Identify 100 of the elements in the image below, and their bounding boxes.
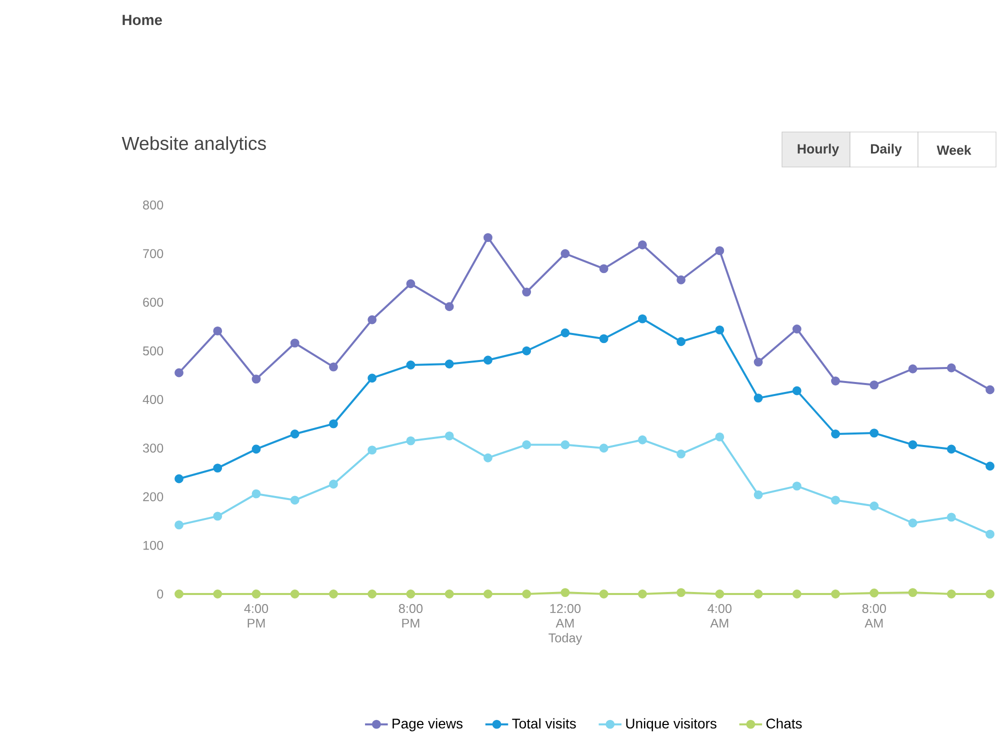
point — [174, 474, 184, 484]
point — [715, 432, 724, 442]
point — [213, 590, 222, 598]
point — [368, 446, 377, 455]
legend-label: Page views — [392, 718, 463, 732]
point — [368, 590, 377, 598]
point — [676, 337, 686, 346]
y-tick-label: 0 — [157, 590, 164, 598]
point — [908, 588, 918, 598]
point — [831, 376, 840, 386]
point — [290, 338, 300, 348]
point — [406, 360, 416, 370]
point — [522, 440, 532, 450]
chart-title: Website analytics — [122, 136, 266, 154]
point — [444, 360, 454, 368]
point — [676, 275, 686, 284]
point — [754, 394, 763, 403]
point — [946, 590, 956, 598]
point — [329, 362, 338, 372]
point — [676, 588, 686, 598]
y-tick-label: 700 — [143, 249, 164, 258]
point — [986, 590, 994, 598]
point — [174, 520, 184, 530]
point — [676, 449, 686, 458]
point — [986, 462, 994, 471]
y-tick-label: 200 — [143, 492, 164, 502]
point — [946, 363, 956, 372]
point — [522, 590, 532, 598]
point — [715, 326, 724, 334]
point — [290, 590, 300, 598]
point — [560, 328, 570, 338]
x-tick-label: 8:00 PM — [398, 604, 423, 628]
point — [483, 356, 492, 365]
point — [252, 590, 261, 598]
point — [368, 374, 377, 383]
x-tick-label: 12:00 AM Today — [548, 604, 582, 645]
point — [444, 302, 454, 312]
point — [252, 374, 261, 384]
y-tick-label: 100 — [143, 540, 164, 550]
point — [754, 490, 763, 500]
point — [483, 233, 492, 242]
y-tick-label: 400 — [142, 395, 164, 404]
point — [792, 324, 802, 334]
point — [870, 588, 879, 598]
legend-label: Unique visitors — [626, 718, 716, 732]
point — [599, 264, 608, 274]
point — [870, 380, 879, 390]
point — [444, 432, 454, 440]
point — [831, 430, 840, 438]
point — [792, 590, 802, 598]
legend-label: Chats — [766, 718, 802, 729]
point — [715, 246, 724, 256]
y-tick-label: 800 — [143, 200, 164, 210]
point — [715, 590, 724, 598]
point — [483, 453, 492, 462]
x-tick-label: 4:00 PM — [244, 604, 268, 628]
point — [560, 440, 570, 450]
point — [560, 588, 570, 598]
point — [792, 386, 802, 396]
point — [986, 385, 994, 394]
point — [368, 315, 377, 324]
point — [444, 590, 454, 598]
text: Hourly — [798, 144, 840, 156]
point — [946, 444, 956, 454]
point — [252, 444, 261, 454]
point — [406, 436, 416, 446]
point — [638, 590, 647, 598]
point — [213, 326, 222, 336]
text: Week — [936, 145, 972, 155]
point — [599, 444, 608, 453]
point — [908, 518, 918, 528]
point — [908, 364, 918, 374]
point — [946, 512, 956, 522]
text: Daily — [870, 144, 902, 156]
point — [908, 440, 918, 450]
point — [174, 368, 184, 378]
point — [406, 279, 416, 288]
point — [560, 249, 570, 258]
point — [406, 590, 416, 598]
point — [638, 240, 647, 250]
point — [638, 314, 647, 324]
y-tick-label: 600 — [143, 298, 164, 307]
point — [290, 496, 300, 505]
point — [792, 482, 802, 491]
y-tick-label: 500 — [142, 346, 164, 356]
y-tick-label: 300 — [142, 444, 164, 453]
point — [754, 358, 763, 367]
point — [754, 590, 763, 598]
point — [252, 489, 261, 498]
text: Home — [122, 14, 162, 26]
point — [329, 590, 338, 598]
point — [213, 512, 222, 521]
point — [522, 288, 532, 297]
point — [599, 590, 608, 598]
x-tick-label: 4:00 AM — [708, 604, 732, 628]
point — [329, 419, 338, 428]
x-tick-label: 8:00 AM — [862, 604, 886, 628]
point — [522, 346, 532, 356]
point — [290, 430, 300, 438]
point — [599, 334, 608, 344]
